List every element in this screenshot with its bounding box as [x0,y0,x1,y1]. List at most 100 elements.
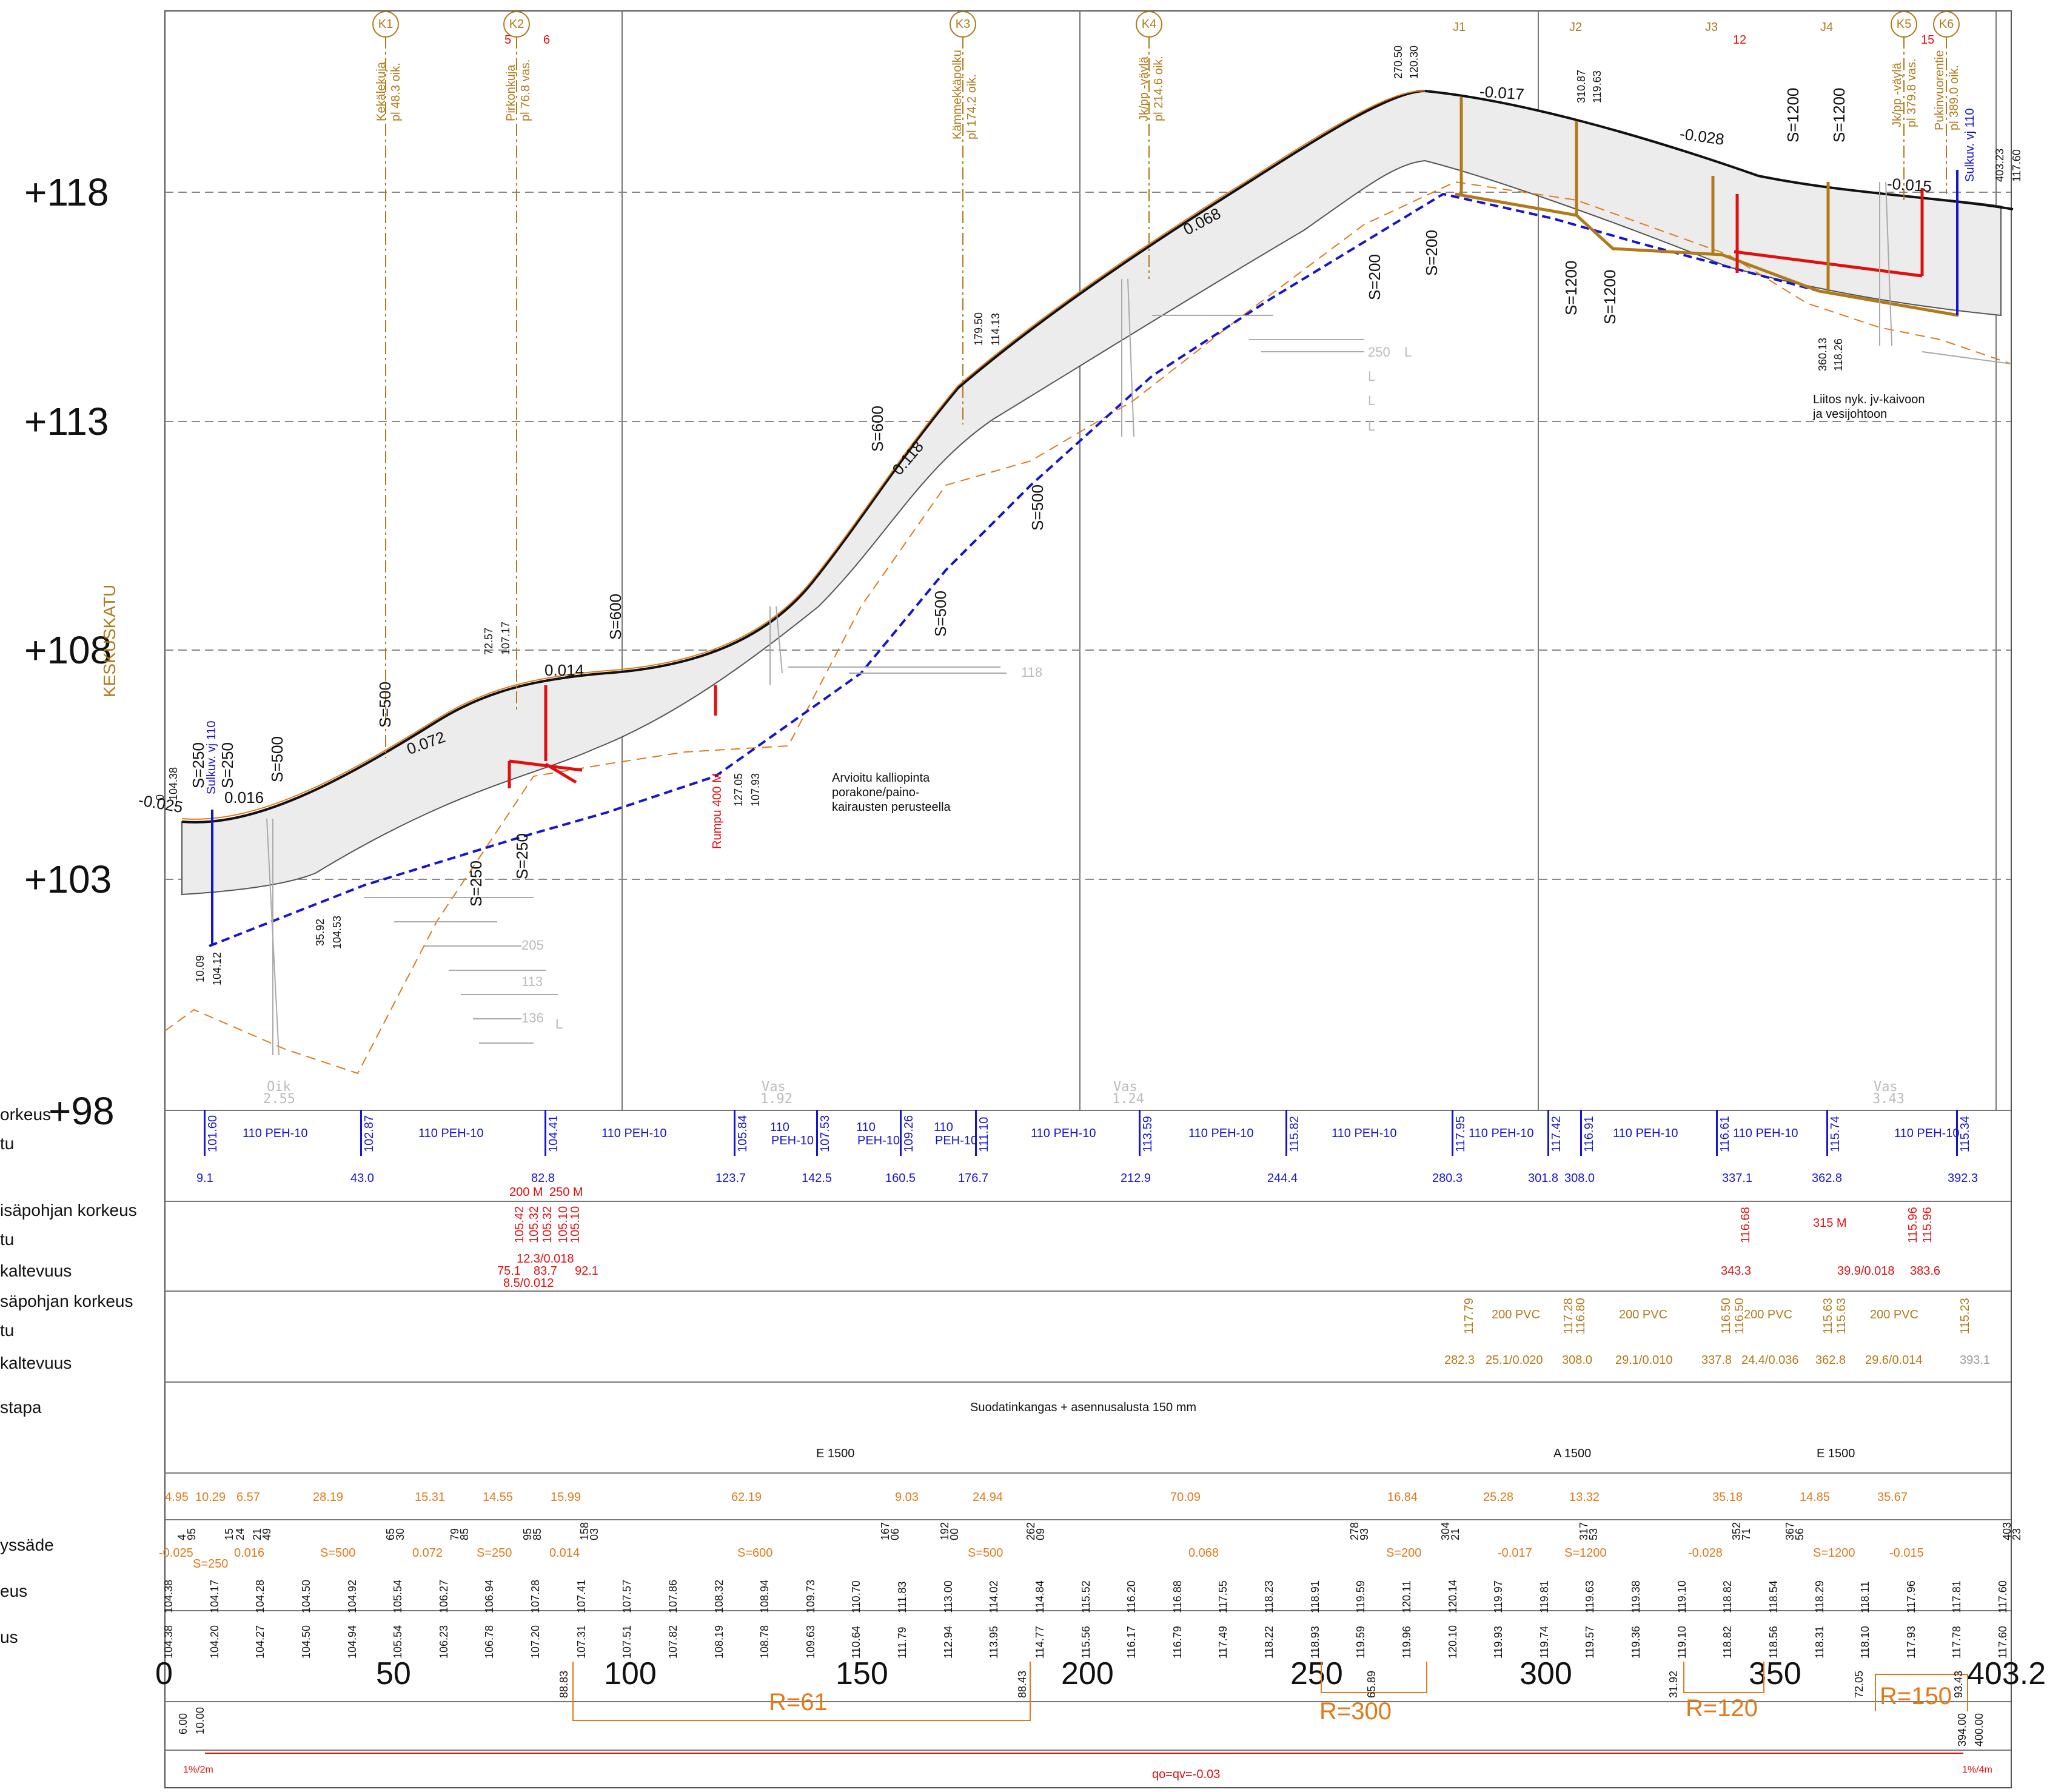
station-label: 50 [376,1656,411,1691]
design-level: 119.38 [1630,1580,1642,1613]
ground-level: 105.54 [392,1625,404,1659]
water-pipe: 110 PEH-10 [1894,1127,1960,1140]
design-level: 117.81 [1951,1580,1963,1613]
ground-level: 120.10 [1447,1625,1459,1659]
water-station: 123.7 [715,1172,746,1185]
design-level: 118.91 [1309,1580,1321,1613]
water-station: 362.8 [1812,1172,1843,1185]
ground-level: 118.22 [1263,1626,1275,1659]
storm-level: 105.32 [541,1206,554,1243]
storm-slope: 8.5/0.012 [503,1277,554,1290]
row-label: orkeus [0,1105,52,1124]
slope-label: -0.017 [1479,82,1525,104]
crossfall-label: qo=qv=-0.03 [1152,1768,1221,1781]
design-level: 115.52 [1080,1580,1092,1613]
ground-level: 106.78 [483,1625,495,1659]
curve-value: 0.014 [549,1546,580,1560]
curve-station: 24 [234,1528,246,1540]
sewer-slope: 25.1/0.020 [1486,1354,1543,1367]
water-pipe: 110 PEH-10 [243,1127,308,1140]
water-pipe: 110 PEH-10 [1469,1127,1534,1140]
water-level: 102.87 [363,1115,376,1152]
design-level: 110.70 [850,1580,862,1613]
marker-sub: pl 389.0 oik. [1948,65,1961,130]
data-table [165,1110,2011,1788]
ground-level: 104.94 [346,1625,358,1659]
sewer-level: 115.23 [1958,1298,1972,1334]
design-level: 109.73 [805,1579,817,1613]
water-level: 109.26 [902,1115,916,1152]
sounding-depth: 2.55 [263,1092,295,1107]
marker-text: Pirkonkuja [504,64,518,121]
curve-value: S=1200 [1813,1546,1855,1560]
curve-label: S=600 [606,594,625,640]
sewer-slope: 362.8 [1815,1354,1846,1367]
pair-level: 104.38 [167,767,179,800]
curve-label: S=250 [218,742,236,788]
alignment-station: 394.00 [1956,1713,1968,1747]
ground-level: 116.17 [1125,1626,1138,1659]
water-pipe: 110 PEH-10 [1613,1127,1678,1140]
marker-sub: pl 379.8 vas. [1905,58,1918,127]
curve-value: S=200 [1386,1546,1422,1560]
sounding-letter: L [1368,369,1376,384]
bedrock-note: porakone/paino- [832,786,920,799]
water-pipe: 110 PEH-10 [1733,1127,1798,1140]
curve-station: 21 [1449,1528,1461,1540]
row-label: kaltevuus [0,1261,72,1280]
design-level: 118.29 [1814,1580,1826,1613]
sewer-slope: 29.6/0.014 [1865,1354,1923,1367]
ground-level: 118.10 [1859,1626,1871,1659]
water-level-tick [1716,1110,1718,1156]
water-level: 115.34 [1958,1116,1972,1152]
ground-level: 106.23 [438,1625,450,1659]
storm-slope: 92.1 [575,1264,598,1278]
storm-pipe: 315 M [1813,1216,1847,1230]
sounding-letter: L [555,1016,563,1032]
station-label: 350 [1749,1656,1801,1691]
ground-level: 110.64 [850,1626,862,1659]
sounding-label: 113 [521,974,543,989]
marker-sub: pl 76.8 vas. [519,59,532,121]
curve-length: 13.32 [1569,1491,1600,1504]
alignment-station: 72.05 [1853,1670,1865,1698]
curve-value: S=1200 [1564,1546,1607,1560]
curve-station: 03 [588,1528,600,1540]
row-label: tu [0,1134,15,1153]
curve-length: 15.99 [551,1491,581,1504]
water-pipe: 110 [770,1121,789,1134]
sounding-depth: 1.24 [1112,1092,1144,1107]
bedrock-note: kairausten perusteella [832,800,951,814]
curve-length: 4.95 [165,1491,189,1504]
sounding-label: 250 [1368,344,1390,360]
pair-station: 270.50 [1392,45,1404,79]
pair-level: 120.30 [1408,45,1420,79]
design-level: 119.10 [1676,1580,1688,1613]
water-level: 115.82 [1288,1116,1301,1152]
water-level: 107.53 [819,1115,832,1152]
sounding-letter: L [1368,393,1376,408]
design-level: 120.14 [1447,1579,1459,1613]
water-level: 101.60 [206,1115,219,1152]
curve-value: 0.068 [1188,1546,1219,1560]
crossfall-label: 1%/4m [1962,1765,1992,1775]
design-level: 104.50 [300,1579,312,1613]
pair-station: 360.13 [1817,337,1829,371]
node-J3: J3 [1705,21,1718,34]
curve-station: 95 [186,1528,198,1540]
sounding-side: Vas [1113,1079,1138,1095]
sewer-slope: 24.4/0.036 [1741,1354,1799,1367]
drawing-frame [164,10,2012,1788]
red-number: 5 [504,33,512,47]
water-level: 117.42 [1550,1116,1563,1152]
ground-level: 118.56 [1767,1626,1780,1659]
water-station: 43.0 [350,1172,374,1185]
street-name: KESKUSKATU [100,584,119,697]
marker-K4: K4 [1136,11,1162,38]
pair-station: 310.87 [1575,69,1587,103]
design-level: 119.81 [1538,1580,1550,1613]
water-level-tick [816,1110,818,1156]
elevation-label: +108 [24,628,112,672]
curve-length: 28.19 [313,1491,344,1504]
sewer-slope: 337.8 [1701,1354,1732,1367]
